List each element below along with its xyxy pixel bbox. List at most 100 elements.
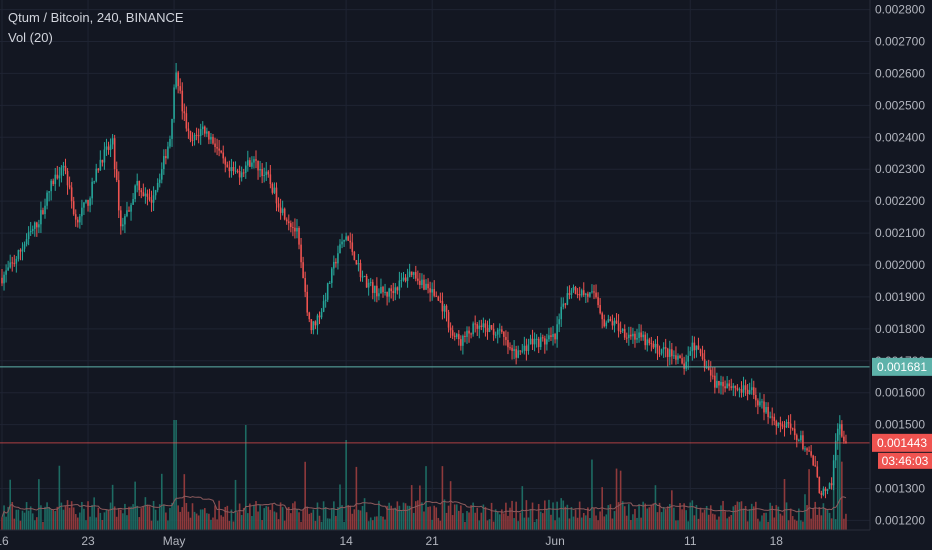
candle-body — [687, 355, 690, 362]
candle-body — [185, 113, 188, 129]
candle-body — [646, 339, 649, 346]
volume-bar — [36, 517, 38, 530]
volume-bar — [841, 461, 843, 530]
volume-bar — [50, 509, 52, 530]
candle-body — [31, 228, 34, 231]
candle-body — [443, 305, 446, 312]
volume-bar — [191, 503, 194, 530]
volume-bar — [767, 521, 769, 530]
volume-bar — [828, 512, 831, 530]
candle-body — [11, 262, 14, 264]
candle-body — [429, 288, 431, 293]
candle-body — [644, 334, 647, 346]
volume-bar — [470, 505, 472, 530]
volume-bar — [228, 520, 231, 530]
candle-body — [142, 192, 145, 197]
candle-body — [173, 87, 175, 119]
candle-body — [558, 319, 560, 325]
candle-body — [9, 262, 11, 268]
candle-body — [658, 353, 661, 355]
volume-bar — [97, 507, 100, 530]
volume-bar — [787, 520, 790, 530]
time-tick-label: May — [163, 534, 186, 548]
candle-body — [15, 258, 18, 264]
candle-body — [228, 167, 231, 172]
volume-bar — [179, 511, 182, 530]
candle-body — [386, 291, 388, 297]
volume-bar — [271, 503, 274, 530]
candle-body — [431, 289, 433, 293]
candle-body — [218, 148, 220, 151]
candle-body — [324, 299, 327, 302]
volume-bar — [808, 469, 810, 530]
volume-bar — [839, 425, 841, 530]
time-axis-background[interactable] — [0, 531, 870, 550]
candle-body — [150, 199, 153, 203]
candle-body — [167, 146, 169, 159]
candle-body — [806, 448, 808, 451]
candle-body — [750, 387, 753, 391]
volume-bar — [568, 518, 571, 530]
volume-bar — [474, 512, 476, 530]
candle-body — [730, 386, 733, 388]
candle-body — [83, 202, 85, 208]
volume-bar — [509, 507, 511, 530]
volume-bar — [316, 502, 319, 530]
candle-body — [417, 278, 419, 281]
candle-body — [828, 483, 831, 489]
volume-bar — [556, 501, 558, 530]
volume-bar — [687, 521, 690, 530]
candle-body — [281, 208, 284, 213]
volume-bar — [203, 508, 206, 530]
volume-bar — [44, 506, 46, 530]
volume-bar — [279, 502, 282, 530]
volume-bar — [431, 519, 433, 530]
svg-text:03:46:03: 03:46:03 — [882, 454, 929, 468]
volume-bar — [384, 519, 386, 530]
candle-body — [808, 450, 810, 452]
candle-body — [634, 333, 636, 340]
volume-bar — [775, 505, 778, 530]
candle-body — [795, 435, 798, 441]
candle-body — [656, 343, 659, 354]
volume-indicator-label[interactable]: Vol (20) — [8, 30, 53, 45]
candle-body — [412, 272, 415, 275]
volume-bar — [695, 505, 698, 530]
candle-body — [72, 201, 75, 215]
candle-body — [699, 349, 702, 354]
volume-bar — [816, 514, 819, 530]
volume-bar — [558, 517, 560, 530]
volume-bar — [197, 515, 200, 530]
volume-bar — [755, 501, 757, 530]
volume-bar — [408, 505, 411, 530]
candle-body — [130, 204, 132, 212]
candle-body — [527, 344, 530, 351]
volume-bar — [218, 500, 220, 530]
volume-bar — [60, 502, 63, 530]
volume-bar — [535, 519, 538, 530]
volume-bar — [83, 508, 85, 530]
volume-bar — [621, 501, 624, 530]
candle-body — [191, 140, 194, 142]
volume-bar — [322, 501, 325, 530]
volume-bar — [652, 503, 655, 530]
volume-bar — [232, 521, 235, 530]
volume-bar — [38, 479, 40, 530]
volume-bar — [138, 517, 141, 530]
candle-body — [365, 275, 368, 288]
volume-bar — [724, 511, 726, 530]
symbol-title[interactable]: Qtum / Bitcoin, 240, BINANCE — [8, 10, 184, 25]
candle-body — [244, 165, 247, 173]
candle-body — [382, 287, 384, 293]
candle-body — [216, 147, 218, 149]
volume-bar — [658, 502, 661, 530]
candle-body — [296, 227, 298, 232]
candle-body — [414, 272, 417, 279]
volume-bar — [46, 502, 48, 530]
volume-bar — [423, 511, 425, 530]
candle-body — [593, 291, 595, 293]
volume-bar — [27, 510, 30, 530]
volume-bar — [189, 517, 192, 530]
volume-bar — [283, 520, 286, 530]
